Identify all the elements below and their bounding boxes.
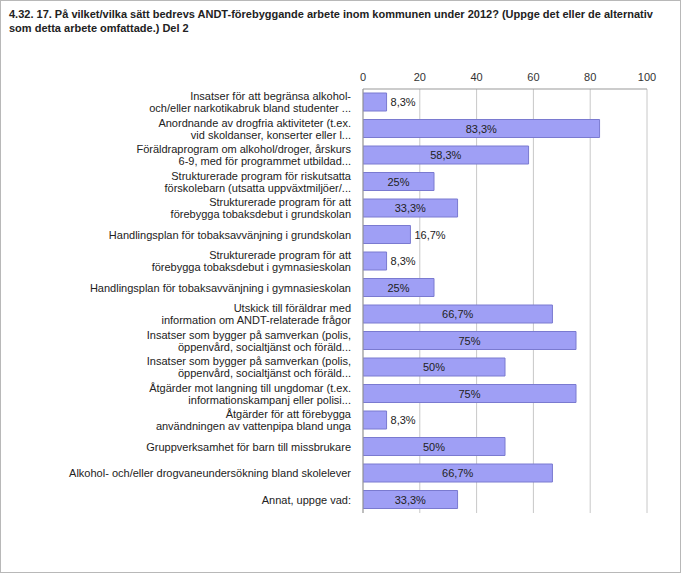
svg-text:Anordnande av drogfria aktivit: Anordnande av drogfria aktiviteter (t.ex… (158, 117, 351, 141)
svg-text:66,7%: 66,7% (442, 467, 473, 479)
svg-text:33,3%: 33,3% (395, 202, 426, 214)
svg-text:8,3%: 8,3% (391, 255, 416, 267)
svg-text:25%: 25% (387, 176, 409, 188)
svg-text:Strukturerade program för attf: Strukturerade program för attförebygga t… (171, 196, 351, 220)
svg-text:8,3%: 8,3% (391, 414, 416, 426)
svg-text:Alkohol- och/eller drogvaneund: Alkohol- och/eller drogvaneundersökning … (69, 467, 351, 479)
svg-text:Insatser för att begränsa alko: Insatser för att begränsa alkohol-och/el… (149, 90, 351, 114)
svg-text:Handlingsplan för tobaksavvänj: Handlingsplan för tobaksavvänjning i gym… (90, 282, 351, 294)
svg-text:8,3%: 8,3% (391, 96, 416, 108)
svg-text:0: 0 (360, 71, 366, 83)
svg-text:Insatser som bygger på samverk: Insatser som bygger på samverkan (polis,… (147, 329, 351, 353)
svg-text:40: 40 (470, 71, 482, 83)
svg-text:Strukturerade program för risk: Strukturerade program för riskutsattaför… (165, 170, 352, 194)
svg-text:Gruppverksamhet för barn till: Gruppverksamhet för barn till missbrukar… (146, 441, 351, 453)
svg-text:Insatser som bygger på samverk: Insatser som bygger på samverkan (polis,… (147, 355, 351, 379)
svg-text:Utskick till föräldrar medinfo: Utskick till föräldrar medinformation om… (161, 302, 351, 326)
svg-text:Åtgärder för att förebyggaanvä: Åtgärder för att förebyggaanvändningen a… (156, 408, 352, 432)
svg-text:Handlingsplan för tobaksavvänj: Handlingsplan för tobaksavvänjning i gru… (109, 229, 351, 241)
svg-text:75%: 75% (458, 388, 480, 400)
svg-text:16,7%: 16,7% (414, 229, 445, 241)
svg-text:33,3%: 33,3% (395, 494, 426, 506)
svg-text:80: 80 (584, 71, 596, 83)
svg-text:Strukturerade program för attf: Strukturerade program för attförebygga t… (152, 249, 351, 273)
svg-text:50%: 50% (423, 441, 445, 453)
svg-text:100: 100 (638, 71, 656, 83)
svg-text:50%: 50% (423, 361, 445, 373)
svg-text:25%: 25% (387, 282, 409, 294)
svg-text:66,7%: 66,7% (442, 308, 473, 320)
svg-text:83,3%: 83,3% (466, 123, 497, 135)
svg-text:60: 60 (527, 71, 539, 83)
svg-text:Åtgärder mot langning till ung: Åtgärder mot langning till ungdomar (t.e… (149, 382, 351, 406)
svg-text:75%: 75% (458, 335, 480, 347)
html-text:4.32. 17. På vilket/vilka sätt: 4.32. 17. På vilket/vilka sätt bedrevs A… (9, 8, 653, 34)
svg-text:Föräldraprogram om alkohol/dro: Föräldraprogram om alkohol/droger, årsku… (136, 143, 351, 167)
svg-text:Annat, uppge vad:: Annat, uppge vad: (262, 494, 351, 506)
svg-text:20: 20 (414, 71, 426, 83)
svg-text:58,3%: 58,3% (430, 149, 461, 161)
